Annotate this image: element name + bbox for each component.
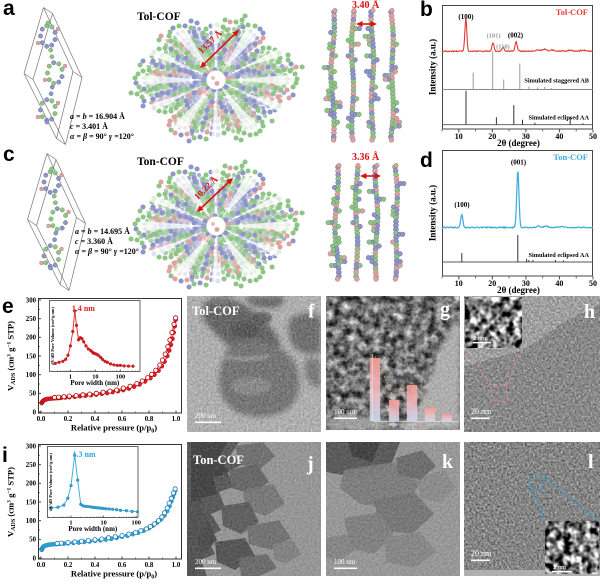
svg-text:(101): (101) [486, 32, 500, 39]
svg-text:Pore width (nm): Pore width (nm) [68, 525, 118, 533]
svg-text:50: 50 [589, 279, 597, 288]
svg-text:Ton-COF: Ton-COF [193, 453, 244, 467]
svg-text:k: k [442, 451, 454, 473]
svg-text:300: 300 [25, 443, 36, 450]
svg-text:dV/dD Pore Volume (cm³/g nm): dV/dD Pore Volume (cm³/g nm) [50, 307, 55, 365]
svg-text:0.2: 0.2 [63, 562, 72, 569]
svg-text:Ton-COF: Ton-COF [553, 152, 588, 162]
svg-text:10: 10 [92, 374, 98, 381]
svg-text:30: 30 [521, 279, 529, 288]
svg-text:20: 20 [488, 132, 496, 141]
svg-text:h: h [584, 301, 595, 323]
svg-text:>60: >60 [445, 423, 450, 427]
svg-text:250: 250 [25, 462, 36, 469]
svg-text:1.0: 1.0 [171, 416, 180, 423]
svg-text:20 nm: 20 nm [471, 549, 492, 558]
svg-text:200: 200 [25, 480, 36, 487]
svg-text:2θ (degree): 2θ (degree) [497, 138, 540, 148]
svg-text:(001): (001) [510, 158, 526, 166]
svg-text:150: 150 [25, 353, 36, 360]
svg-text:(100): (100) [458, 13, 474, 21]
svg-text:Pore size (nm): Pore size (nm) [405, 427, 425, 431]
svg-text:0: 0 [32, 409, 36, 416]
svg-text:Simulated eclipsed AA: Simulated eclipsed AA [528, 114, 589, 121]
svg-text:Relative pressure (p/p0): Relative pressure (p/p0) [70, 423, 156, 435]
svg-text:0.0: 0.0 [36, 562, 45, 569]
svg-text:300: 300 [25, 297, 36, 304]
svg-text:40-50: 40-50 [409, 423, 416, 427]
svg-text:Intensity (a.u.): Intensity (a.u.) [427, 38, 437, 94]
svg-text:100 nm: 100 nm [334, 408, 356, 416]
svg-text:2θ (degree): 2θ (degree) [497, 285, 540, 295]
svg-text:f: f [308, 301, 315, 323]
svg-text:0.4: 0.4 [90, 416, 99, 423]
svg-text:1.3 nm: 1.3 nm [72, 450, 95, 459]
svg-text:20-30: 20-30 [372, 423, 379, 427]
svg-text:50: 50 [29, 536, 36, 543]
svg-text:0.0: 0.0 [36, 416, 45, 423]
svg-text:100 nm: 100 nm [334, 558, 356, 566]
svg-text:l: l [588, 451, 594, 473]
svg-text:Tol-COF: Tol-COF [192, 304, 240, 318]
svg-text:1.0: 1.0 [171, 562, 180, 569]
svg-text:30-40: 30-40 [391, 423, 398, 427]
svg-text:VADS (cm3 g−1 STP): VADS (cm3 g−1 STP) [5, 466, 17, 536]
svg-text:20: 20 [488, 279, 496, 288]
svg-text:(002): (002) [507, 31, 523, 39]
svg-text:0.6: 0.6 [117, 416, 126, 423]
svg-text:150: 150 [25, 499, 36, 506]
svg-text:20 nm: 20 nm [471, 407, 492, 416]
svg-text:VADS (cm3 g−1 STP): VADS (cm3 g−1 STP) [5, 321, 17, 391]
svg-text:0.8: 0.8 [144, 416, 153, 423]
svg-text:100: 100 [115, 374, 124, 381]
svg-text:Relative pressure (p/p0): Relative pressure (p/p0) [70, 568, 156, 580]
svg-text:g: g [440, 299, 450, 321]
svg-text:10: 10 [454, 132, 462, 141]
svg-text:Simulated eclipsed AA: Simulated eclipsed AA [528, 252, 589, 259]
svg-text:50: 50 [29, 391, 36, 398]
svg-text:200 nm: 200 nm [195, 558, 217, 566]
svg-text:0.8: 0.8 [144, 562, 153, 569]
svg-text:1.4 nm: 1.4 nm [71, 304, 94, 313]
svg-text:Simulated staggered AB: Simulated staggered AB [524, 77, 589, 84]
svg-text:0: 0 [32, 555, 36, 562]
svg-text:10: 10 [100, 520, 106, 527]
svg-text:40: 40 [555, 279, 563, 288]
svg-text:Frequency (%): Frequency (%) [369, 381, 373, 401]
svg-text:200 nm: 200 nm [195, 412, 217, 420]
svg-text:(110): (110) [496, 43, 510, 50]
svg-text:0.2: 0.2 [63, 416, 72, 423]
svg-text:1: 1 [69, 520, 72, 527]
svg-text:j: j [306, 453, 314, 475]
svg-text:(100): (100) [454, 201, 470, 209]
svg-text:2 nm: 2 nm [473, 335, 486, 342]
svg-text:2 nm: 2 nm [553, 564, 566, 571]
svg-text:100: 100 [25, 372, 36, 379]
svg-text:50-60: 50-60 [427, 423, 434, 427]
svg-text:Tol-COF: Tol-COF [555, 7, 587, 17]
svg-text:Intensity (a.u.): Intensity (a.u.) [427, 184, 437, 240]
svg-text:100: 100 [25, 518, 36, 525]
svg-text:10: 10 [454, 279, 462, 288]
svg-text:40: 40 [555, 132, 563, 141]
svg-text:50: 50 [589, 132, 597, 141]
svg-text:250: 250 [25, 316, 36, 323]
svg-text:100: 100 [131, 520, 140, 527]
svg-text:dV/dD Pore Volume (cm³/g nm): dV/dD Pore Volume (cm³/g nm) [48, 453, 53, 511]
svg-text:Pore width (nm): Pore width (nm) [70, 379, 120, 387]
svg-text:200: 200 [25, 335, 36, 342]
svg-text:0.6: 0.6 [117, 562, 126, 569]
svg-text:0.4: 0.4 [90, 562, 99, 569]
svg-text:1: 1 [68, 374, 71, 381]
svg-text:30: 30 [521, 132, 529, 141]
